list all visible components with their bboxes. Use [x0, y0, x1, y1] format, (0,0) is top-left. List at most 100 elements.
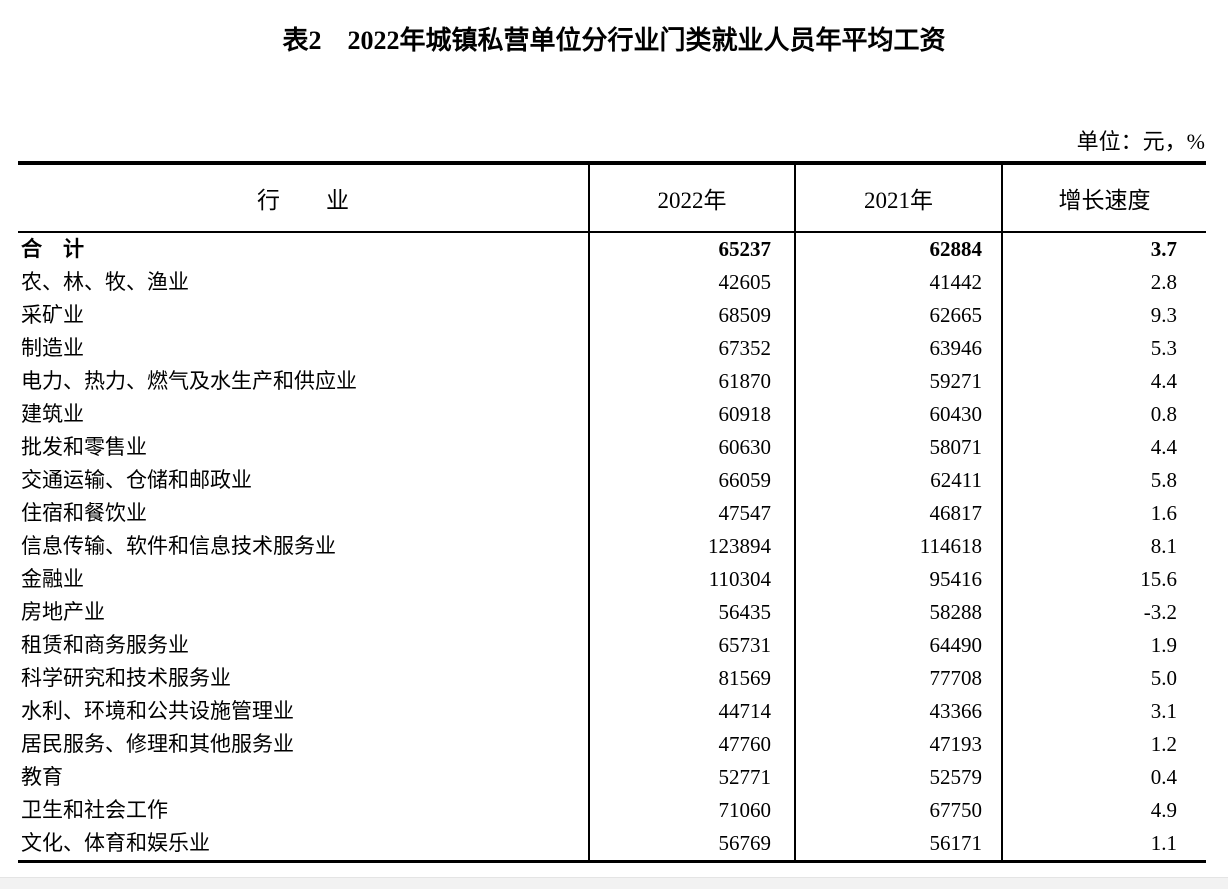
industry-cell: 制造业 — [21, 336, 84, 360]
table-row: 批发和零售业 60630 58071 4.4 — [18, 431, 1206, 464]
value-2022-cell: 47760 — [588, 728, 794, 761]
table-row: 建筑业 60918 60430 0.8 — [18, 398, 1206, 431]
value-2022-cell: 61870 — [588, 365, 794, 398]
table-row: 农、林、牧、渔业 42605 41442 2.8 — [18, 266, 1206, 299]
value-2022-cell: 56435 — [588, 596, 794, 629]
table-header-row: 行 业 2022年 2021年 增长速度 — [18, 165, 1206, 233]
industry-cell: 批发和零售业 — [21, 435, 147, 459]
header-industry: 行 业 — [257, 188, 349, 213]
industry-cell: 科学研究和技术服务业 — [21, 666, 231, 690]
value-2022-cell: 60918 — [588, 398, 794, 431]
table-row: 信息传输、软件和信息技术服务业 123894 114618 8.1 — [18, 530, 1206, 563]
value-2021-cell: 41442 — [794, 266, 1001, 299]
industry-cell: 农、林、牧、渔业 — [21, 270, 189, 294]
value-2021-cell: 43366 — [794, 695, 1001, 728]
value-2021-cell: 114618 — [794, 530, 1001, 563]
growth-cell: 1.2 — [1001, 728, 1206, 761]
industry-cell: 交通运输、仓储和邮政业 — [21, 468, 252, 492]
table-row: 教育 52771 52579 0.4 — [18, 761, 1206, 794]
table-row: 卫生和社会工作 71060 67750 4.9 — [18, 794, 1206, 827]
industry-cell: 居民服务、修理和其他服务业 — [21, 732, 294, 756]
wage-table: 行 业 2022年 2021年 增长速度 合 计 65237 62884 3.7… — [18, 161, 1206, 863]
industry-cell: 教育 — [21, 765, 63, 789]
value-2021-cell: 62411 — [794, 464, 1001, 497]
growth-cell: 2.8 — [1001, 266, 1206, 299]
value-2021-cell: 64490 — [794, 629, 1001, 662]
table-row: 居民服务、修理和其他服务业 47760 47193 1.2 — [18, 728, 1206, 761]
growth-cell: 4.4 — [1001, 365, 1206, 398]
table-row: 水利、环境和公共设施管理业 44714 43366 3.1 — [18, 695, 1206, 728]
value-2021-cell: 56171 — [794, 827, 1001, 860]
table-row: 住宿和餐饮业 47547 46817 1.6 — [18, 497, 1206, 530]
industry-cell: 水利、环境和公共设施管理业 — [21, 699, 294, 723]
header-growth-rate: 增长速度 — [1001, 165, 1206, 231]
value-2021-cell: 47193 — [794, 728, 1001, 761]
unit-note: 单位：元，% — [1076, 129, 1205, 154]
industry-cell: 文化、体育和娱乐业 — [21, 831, 210, 855]
table-row: 科学研究和技术服务业 81569 77708 5.0 — [18, 662, 1206, 695]
value-2022-cell: 71060 — [588, 794, 794, 827]
industry-cell: 信息传输、软件和信息技术服务业 — [21, 534, 336, 558]
value-2021-cell: 77708 — [794, 662, 1001, 695]
value-2021-cell: 62884 — [794, 233, 1001, 266]
industry-cell: 采矿业 — [21, 303, 84, 327]
industry-cell: 金融业 — [21, 567, 84, 591]
growth-cell: 4.4 — [1001, 431, 1206, 464]
industry-cell: 电力、热力、燃气及水生产和供应业 — [21, 369, 357, 393]
bottom-gutter — [0, 877, 1228, 889]
value-2021-cell: 62665 — [794, 299, 1001, 332]
value-2022-cell: 52771 — [588, 761, 794, 794]
growth-cell: 1.6 — [1001, 497, 1206, 530]
table-row: 制造业 67352 63946 5.3 — [18, 332, 1206, 365]
growth-cell: 1.9 — [1001, 629, 1206, 662]
value-2022-cell: 123894 — [588, 530, 794, 563]
value-2022-cell: 68509 — [588, 299, 794, 332]
table-row: 房地产业 56435 58288 -3.2 — [18, 596, 1206, 629]
value-2022-cell: 81569 — [588, 662, 794, 695]
growth-cell: 0.8 — [1001, 398, 1206, 431]
value-2021-cell: 52579 — [794, 761, 1001, 794]
value-2022-cell: 65237 — [588, 233, 794, 266]
value-2022-cell: 47547 — [588, 497, 794, 530]
growth-cell: 5.0 — [1001, 662, 1206, 695]
growth-cell: 3.1 — [1001, 695, 1206, 728]
growth-cell: 1.1 — [1001, 827, 1206, 860]
value-2021-cell: 59271 — [794, 365, 1001, 398]
growth-cell: 4.9 — [1001, 794, 1206, 827]
industry-cell: 住宿和餐饮业 — [21, 501, 147, 525]
industry-cell: 租赁和商务服务业 — [21, 633, 189, 657]
growth-cell: 5.8 — [1001, 464, 1206, 497]
value-2022-cell: 66059 — [588, 464, 794, 497]
industry-cell: 建筑业 — [21, 402, 84, 426]
growth-cell: -3.2 — [1001, 596, 1206, 629]
table-row: 租赁和商务服务业 65731 64490 1.9 — [18, 629, 1206, 662]
table-body: 合 计 65237 62884 3.7 农、林、牧、渔业 42605 41442… — [18, 233, 1206, 860]
growth-cell: 9.3 — [1001, 299, 1206, 332]
value-2021-cell: 67750 — [794, 794, 1001, 827]
value-2022-cell: 60630 — [588, 431, 794, 464]
industry-cell: 卫生和社会工作 — [21, 798, 168, 822]
value-2021-cell: 95416 — [794, 563, 1001, 596]
value-2022-cell: 42605 — [588, 266, 794, 299]
industry-cell: 房地产业 — [21, 600, 105, 624]
growth-cell: 8.1 — [1001, 530, 1206, 563]
value-2021-cell: 63946 — [794, 332, 1001, 365]
value-2022-cell: 56769 — [588, 827, 794, 860]
value-2022-cell: 65731 — [588, 629, 794, 662]
value-2021-cell: 58071 — [794, 431, 1001, 464]
header-year-2022: 2022年 — [588, 165, 794, 231]
table-row: 电力、热力、燃气及水生产和供应业 61870 59271 4.4 — [18, 365, 1206, 398]
value-2021-cell: 46817 — [794, 497, 1001, 530]
value-2021-cell: 60430 — [794, 398, 1001, 431]
value-2022-cell: 44714 — [588, 695, 794, 728]
value-2022-cell: 67352 — [588, 332, 794, 365]
value-2022-cell: 110304 — [588, 563, 794, 596]
table-row: 合 计 65237 62884 3.7 — [18, 233, 1206, 266]
table-title: 表2 2022年城镇私营单位分行业门类就业人员年平均工资 — [282, 26, 946, 55]
growth-cell: 0.4 — [1001, 761, 1206, 794]
table-row: 金融业 110304 95416 15.6 — [18, 563, 1206, 596]
growth-cell: 3.7 — [1001, 233, 1206, 266]
table-row: 采矿业 68509 62665 9.3 — [18, 299, 1206, 332]
header-year-2021: 2021年 — [794, 165, 1001, 231]
